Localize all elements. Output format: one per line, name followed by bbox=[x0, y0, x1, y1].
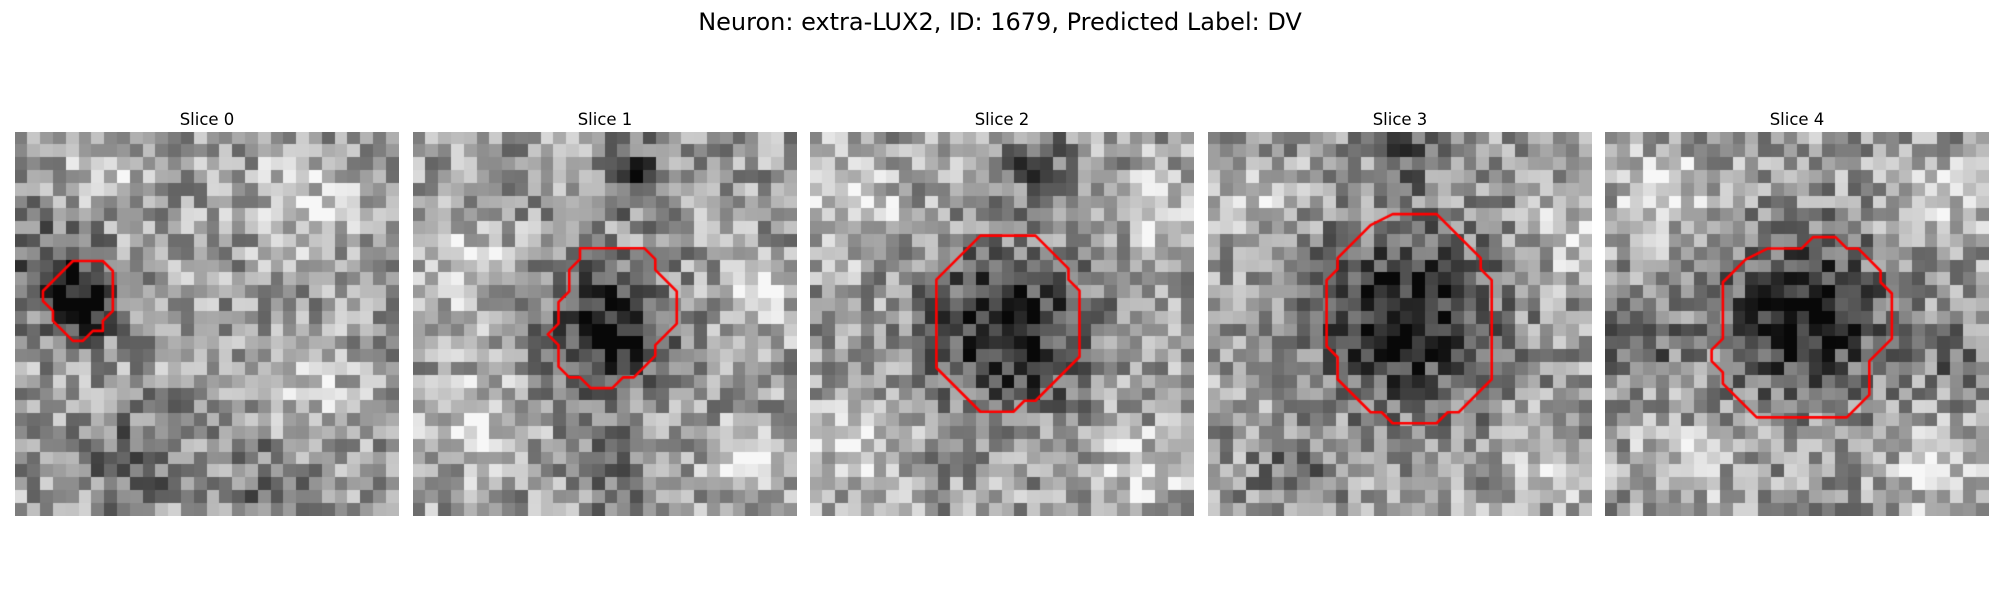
slice-title: Slice 3 bbox=[1372, 110, 1428, 129]
slice-panel-4: Slice 4 bbox=[1605, 108, 1989, 516]
slice-title: Slice 0 bbox=[179, 110, 235, 129]
slice-title: Slice 4 bbox=[1769, 110, 1825, 129]
slice-image bbox=[15, 132, 399, 516]
slice-image bbox=[413, 132, 797, 516]
slice-image bbox=[810, 132, 1194, 516]
slice-title: Slice 1 bbox=[577, 110, 633, 129]
figure-title: Neuron: extra-LUX2, ID: 1679, Predicted … bbox=[698, 8, 1302, 36]
slice-panel-0: Slice 0 bbox=[15, 108, 399, 516]
slice-image bbox=[1605, 132, 1989, 516]
slice-image bbox=[1208, 132, 1592, 516]
slice-panel-2: Slice 2 bbox=[810, 108, 1194, 516]
slice-panel-3: Slice 3 bbox=[1208, 108, 1592, 516]
slice-panel-1: Slice 1 bbox=[413, 108, 797, 516]
slice-title: Slice 2 bbox=[974, 110, 1030, 129]
